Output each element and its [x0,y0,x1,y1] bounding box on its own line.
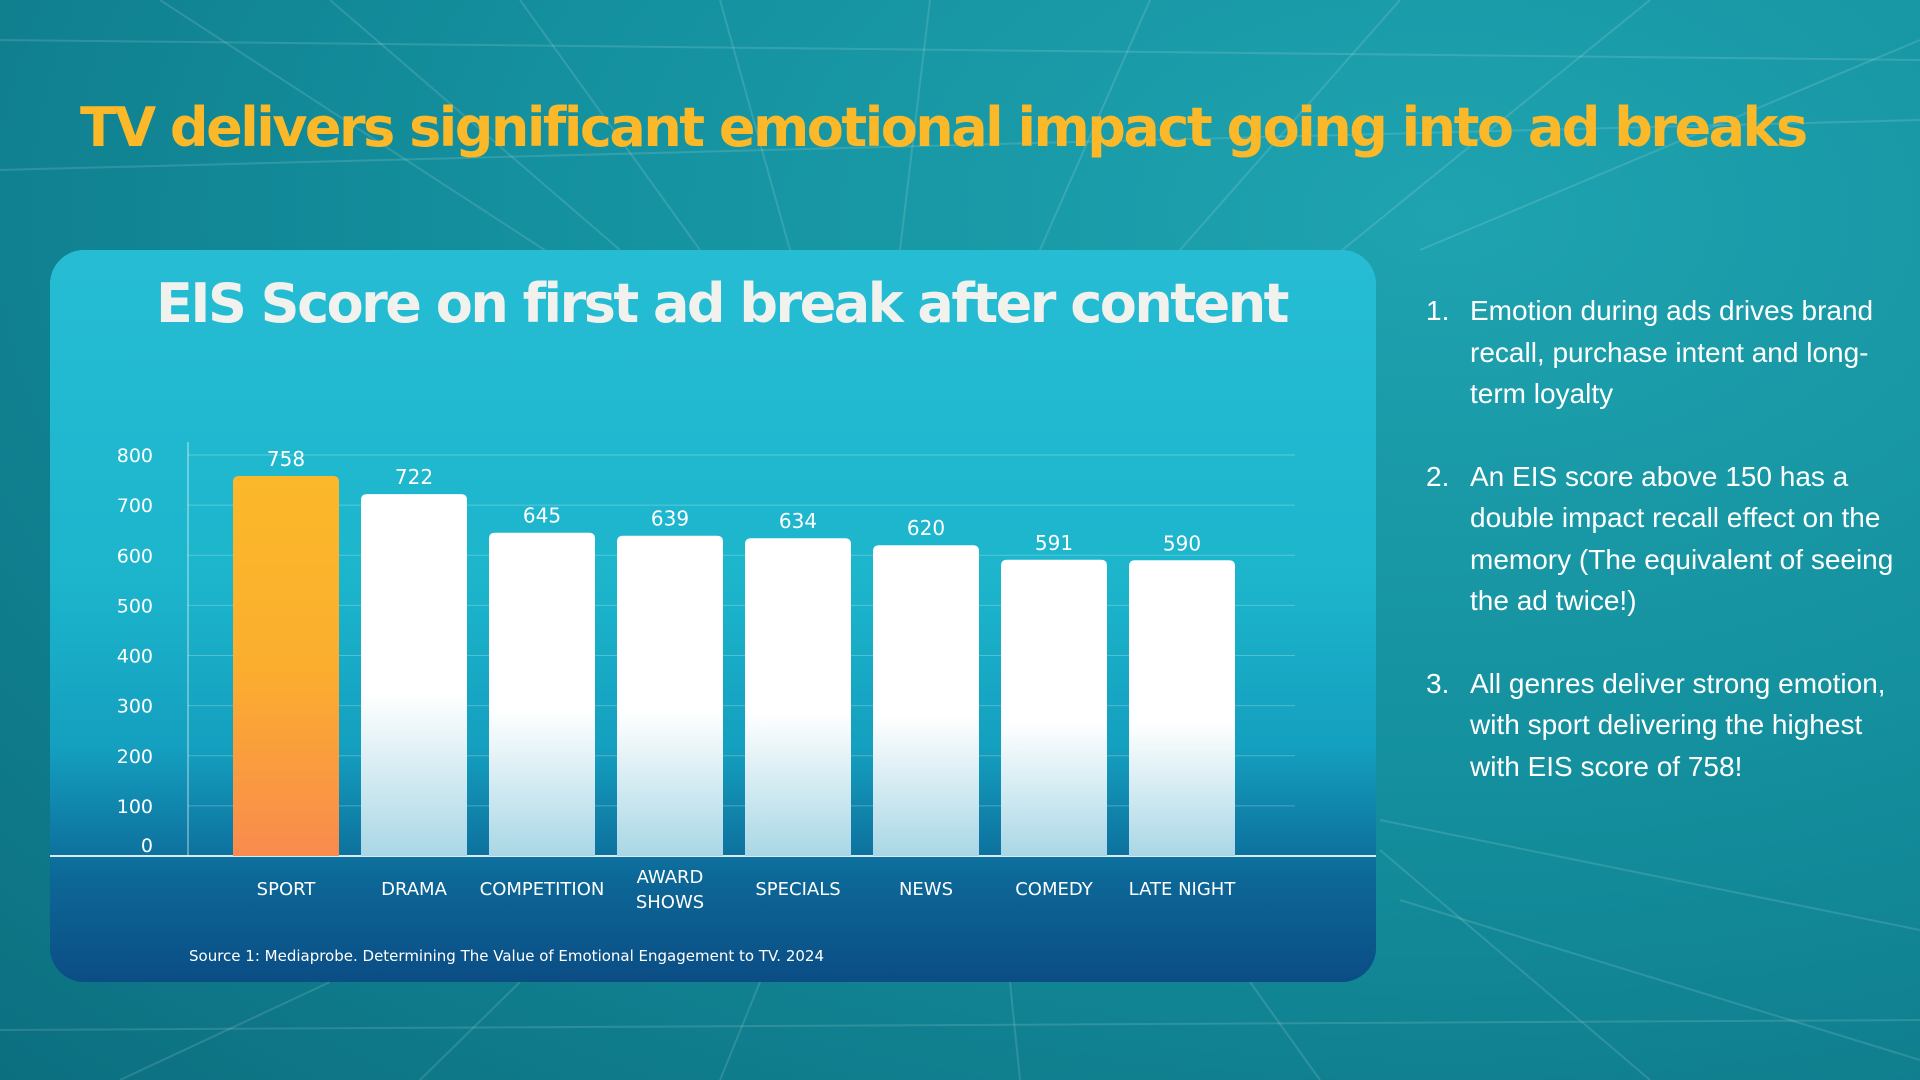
key-point-1: 1. Emotion during ads drives brand recal… [1418,290,1898,415]
chart-card: EIS Score on first ad break after conten… [50,250,1376,982]
bar-value-label: 645 [523,504,561,528]
bar-highlighted [233,476,339,856]
key-point-text: All genres deliver strong emotion, with … [1470,667,1886,782]
key-point-number: 3. [1426,667,1450,699]
x-category-label: NEWS [899,879,953,900]
bar [489,532,595,856]
key-points-list: 1. Emotion during ads drives brand recal… [1418,290,1898,828]
key-point-text: An EIS score above 150 has a double impa… [1470,460,1894,617]
y-tick-label: 500 [117,595,153,617]
y-tick-label: 800 [117,445,153,467]
key-point-number: 1. [1426,295,1450,326]
key-point-2: 2. An EIS score above 150 has a double i… [1418,456,1898,622]
bar-chart: 0 100 200 300 400 500 600 700 800 758 722 645 639 63… [50,442,1376,913]
chart-title: EIS Score on first ad break after conten… [156,272,1289,335]
bar [873,545,979,856]
key-point-3: 3. All genres deliver strong emotion, wi… [1418,663,1898,788]
x-category-label: SPECIALS [755,879,840,900]
bar [745,538,851,856]
y-tick-label: 0 [141,835,153,857]
bar [1129,560,1235,856]
bar-value-label: 758 [267,447,305,471]
key-point-text: Emotion during ads drives brand recall, … [1470,295,1874,409]
bar-value-label: 634 [779,509,817,533]
y-tick-label: 600 [117,545,153,567]
x-category-label: DRAMA [381,879,447,900]
y-tick-label: 300 [117,696,153,718]
bar-value-label: 590 [1163,531,1201,555]
x-category-label: LATE NIGHT [1129,879,1237,900]
x-category-label: AWARD SHOWS [636,867,704,913]
y-tick-label: 400 [117,646,153,668]
bar [361,494,467,856]
bar [617,535,723,856]
source-citation: Source 1: Mediaprobe. Determining The Va… [189,947,825,965]
slide-headline: TV delivers significant emotional impact… [80,96,1808,159]
key-point-number: 2. [1426,460,1450,492]
y-tick-label: 200 [117,746,153,768]
y-tick-label: 100 [117,796,153,818]
y-tick-label: 700 [117,495,153,517]
bar-value-label: 639 [651,507,689,531]
x-category-label: COMPETITION [480,879,605,900]
bar-value-label: 591 [1035,531,1073,555]
x-category-label: SPORT [257,879,317,900]
bar [1001,559,1107,856]
bar-value-label: 620 [907,516,945,540]
bar-value-label: 722 [395,465,433,489]
x-category-label: COMEDY [1015,879,1094,900]
